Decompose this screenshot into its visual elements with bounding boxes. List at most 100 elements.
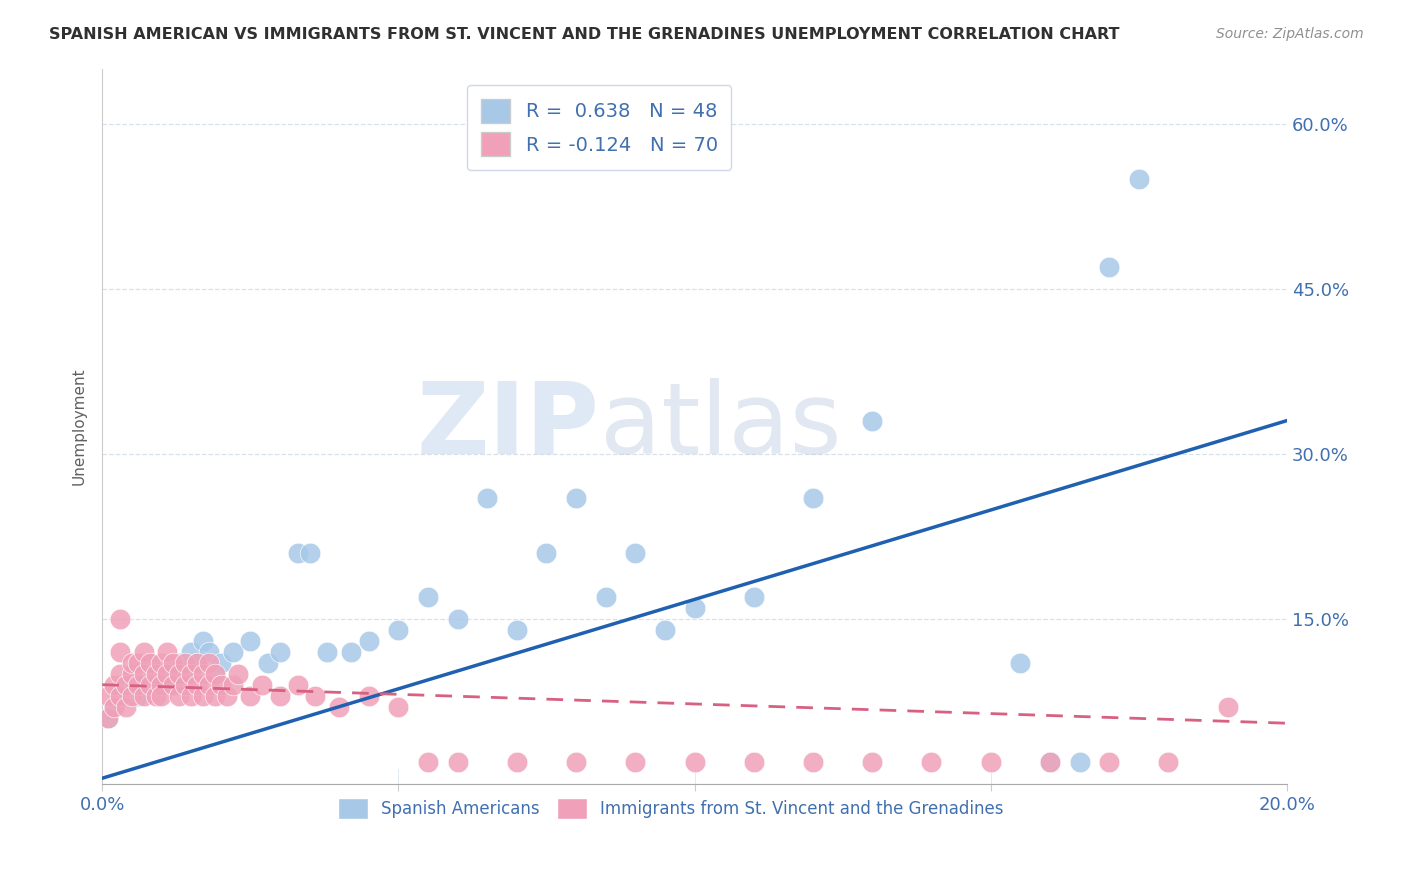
Point [269, 689, 291, 703]
Point [121, 689, 143, 703]
Point [174, 678, 197, 692]
Point [1128, 171, 1150, 186]
Point [162, 678, 184, 692]
Point [103, 699, 125, 714]
Point [1098, 755, 1121, 769]
Point [624, 546, 647, 560]
Point [204, 666, 226, 681]
Point [97, 711, 120, 725]
Point [103, 699, 125, 714]
Point [595, 590, 617, 604]
Point [198, 678, 221, 692]
Point [108, 689, 131, 703]
Point [198, 645, 221, 659]
Point [103, 678, 125, 692]
Point [801, 755, 824, 769]
Point [250, 678, 273, 692]
Point [204, 689, 226, 703]
Point [138, 678, 160, 692]
Point [186, 678, 208, 692]
Point [115, 678, 138, 692]
Point [127, 678, 149, 692]
Text: ZIP: ZIP [416, 377, 600, 475]
Point [340, 645, 363, 659]
Point [108, 666, 131, 681]
Point [269, 645, 291, 659]
Text: Source: ZipAtlas.com: Source: ZipAtlas.com [1216, 27, 1364, 41]
Point [215, 689, 238, 703]
Point [228, 666, 250, 681]
Point [97, 689, 120, 703]
Point [156, 666, 179, 681]
Point [1010, 656, 1032, 670]
Point [416, 590, 439, 604]
Point [683, 755, 706, 769]
Point [127, 689, 149, 703]
Point [174, 666, 197, 681]
Point [97, 711, 120, 725]
Point [132, 678, 155, 692]
Point [1098, 260, 1121, 274]
Point [416, 755, 439, 769]
Point [167, 656, 190, 670]
Point [174, 656, 197, 670]
Y-axis label: Unemployment: Unemployment [72, 368, 86, 485]
Point [209, 678, 232, 692]
Point [328, 699, 350, 714]
Point [565, 491, 588, 505]
Point [121, 666, 143, 681]
Point [1039, 755, 1062, 769]
Point [150, 689, 173, 703]
Point [132, 689, 155, 703]
Point [132, 666, 155, 681]
Point [221, 678, 243, 692]
Point [287, 678, 309, 692]
Point [742, 590, 765, 604]
Point [156, 666, 179, 681]
Point [150, 656, 173, 670]
Point [121, 666, 143, 681]
Point [565, 755, 588, 769]
Point [387, 699, 409, 714]
Point [239, 633, 262, 648]
Point [287, 546, 309, 560]
Point [145, 689, 167, 703]
Point [180, 666, 202, 681]
Point [162, 656, 184, 670]
Point [860, 414, 883, 428]
Point [167, 666, 190, 681]
Point [204, 666, 226, 681]
Point [150, 678, 173, 692]
Point [150, 678, 173, 692]
Point [1039, 755, 1062, 769]
Point [191, 689, 214, 703]
Point [536, 546, 558, 560]
Point [446, 755, 468, 769]
Point [180, 645, 202, 659]
Point [132, 645, 155, 659]
Point [801, 491, 824, 505]
Point [446, 612, 468, 626]
Point [506, 623, 529, 637]
Point [239, 689, 262, 703]
Point [477, 491, 499, 505]
Point [860, 755, 883, 769]
Point [127, 656, 149, 670]
Point [1216, 699, 1239, 714]
Point [357, 689, 380, 703]
Point [980, 755, 1002, 769]
Point [167, 689, 190, 703]
Point [162, 678, 184, 692]
Point [191, 666, 214, 681]
Point [316, 645, 339, 659]
Point [221, 645, 243, 659]
Point [186, 656, 208, 670]
Point [742, 755, 765, 769]
Point [209, 656, 232, 670]
Legend: Spanish Americans, Immigrants from St. Vincent and the Grenadines: Spanish Americans, Immigrants from St. V… [332, 792, 1011, 825]
Text: SPANISH AMERICAN VS IMMIGRANTS FROM ST. VINCENT AND THE GRENADINES UNEMPLOYMENT : SPANISH AMERICAN VS IMMIGRANTS FROM ST. … [49, 27, 1119, 42]
Point [1069, 755, 1091, 769]
Point [145, 666, 167, 681]
Point [180, 689, 202, 703]
Point [138, 656, 160, 670]
